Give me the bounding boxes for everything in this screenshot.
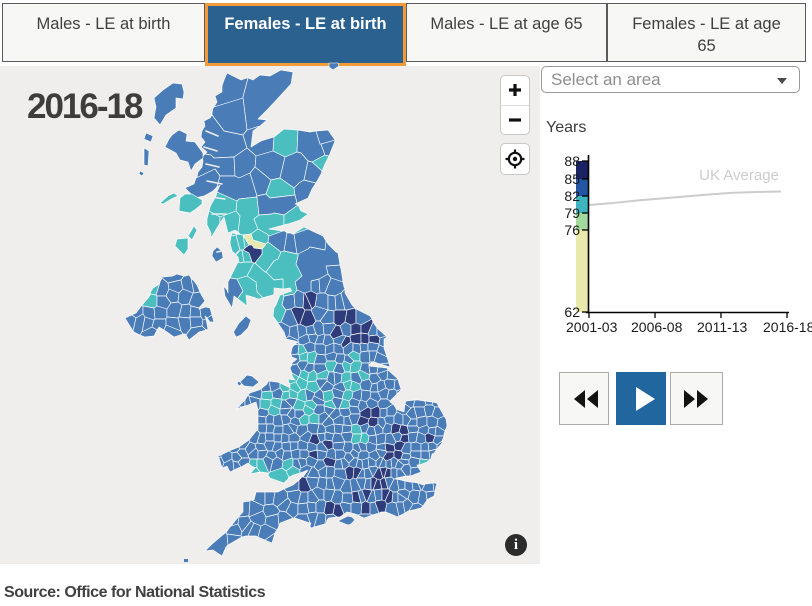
svg-text:2016-18: 2016-18	[763, 319, 812, 335]
svg-text:2001-03: 2001-03	[566, 319, 618, 335]
svg-text:88: 88	[564, 153, 580, 169]
svg-text:2006-08: 2006-08	[631, 319, 683, 335]
svg-text:76: 76	[564, 222, 580, 238]
svg-text:82: 82	[564, 188, 580, 204]
svg-text:UK Average: UK Average	[699, 167, 779, 184]
svg-text:85: 85	[564, 171, 580, 187]
svg-text:62: 62	[564, 304, 580, 320]
svg-text:79: 79	[564, 205, 580, 221]
svg-text:2011-13: 2011-13	[697, 319, 748, 335]
